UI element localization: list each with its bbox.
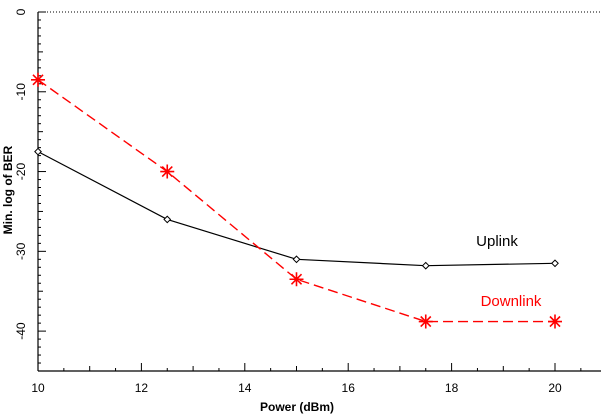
downlink-point (289, 272, 304, 287)
uplink-point (551, 259, 559, 268)
y-tick-label: -20 (14, 163, 28, 181)
x-tick-label: 12 (135, 381, 149, 395)
y-tick-label: -10 (14, 83, 28, 101)
downlink-line (37, 79, 555, 323)
y-tick-label: -30 (14, 242, 28, 260)
x-tick-label: 18 (445, 381, 459, 395)
downlink-point (160, 164, 175, 179)
uplink-label: Uplink (476, 233, 518, 250)
x-axis: 10 12 14 16 18 20 (31, 363, 582, 395)
uplink-point (34, 147, 42, 156)
downlink-series: Downlink (31, 72, 562, 329)
series-layer: Uplink Downlink (31, 72, 562, 329)
y-tick-label: -40 (14, 322, 28, 340)
x-tick-label: 20 (548, 381, 562, 395)
x-axis-title: Power (dBm) (260, 400, 334, 414)
downlink-point (31, 72, 45, 87)
x-tick-label: 14 (238, 381, 252, 395)
uplink-point (421, 261, 430, 270)
downlink-label: Downlink (481, 293, 542, 310)
y-tick-label: 0 (14, 8, 28, 15)
uplink-point (292, 255, 301, 264)
downlink-point (548, 314, 562, 329)
plot-frame (37, 11, 601, 372)
downlink-point (418, 314, 433, 329)
uplink-point (163, 215, 172, 224)
y-axis: 0 -10 -20 -30 -40 (14, 8, 46, 372)
y-axis-title: Min. log of BER (1, 145, 15, 234)
x-tick-label: 16 (342, 381, 356, 395)
uplink-series: Uplink (34, 147, 559, 270)
x-tick-label: 10 (31, 381, 45, 395)
